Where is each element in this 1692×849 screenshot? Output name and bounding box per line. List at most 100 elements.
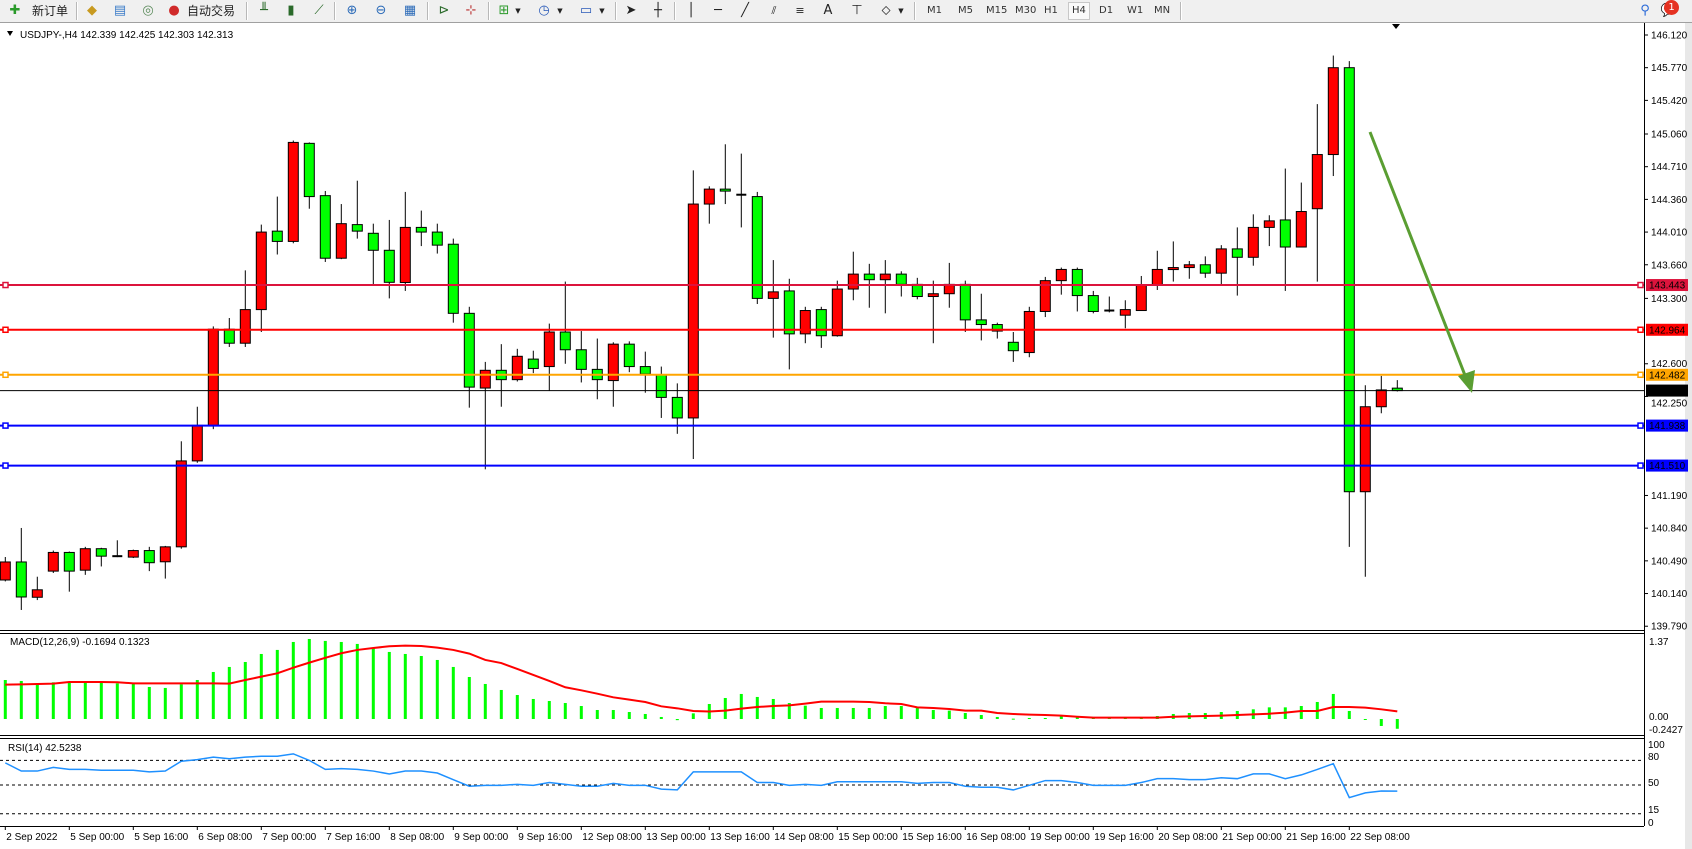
line-handle[interactable] bbox=[1637, 422, 1644, 429]
candle-body bbox=[751, 196, 763, 299]
candle bbox=[431, 223, 443, 254]
zoom-in-icon[interactable]: ⊕ bbox=[346, 3, 358, 18]
line-handle[interactable] bbox=[1637, 462, 1644, 469]
text-label-icon[interactable]: ⊤ bbox=[851, 3, 863, 18]
new-order-button[interactable]: 新订单 bbox=[31, 4, 68, 18]
data-window-icon[interactable]: ▤ bbox=[113, 3, 127, 18]
timeframe-h1[interactable]: H1 bbox=[1044, 5, 1058, 16]
trend-arrow[interactable] bbox=[1368, 131, 1470, 384]
text-tool-button[interactable]: A bbox=[823, 3, 833, 18]
price-label-bg bbox=[1646, 368, 1688, 381]
macd-histogram-bar bbox=[851, 707, 855, 719]
candle-body bbox=[63, 551, 75, 572]
horizontal-line-icon[interactable]: ─ bbox=[714, 3, 722, 18]
zoom-out-icon[interactable]: ⊖ bbox=[375, 3, 387, 18]
bar-chart-icon[interactable]: ╨ bbox=[260, 3, 268, 18]
candle-body bbox=[655, 374, 667, 398]
candle-body bbox=[783, 290, 795, 335]
line-handle[interactable] bbox=[2, 422, 9, 429]
auto-trading-button[interactable]: 自动交易 bbox=[186, 4, 235, 18]
chevron-down-icon[interactable]: ▼ bbox=[515, 7, 521, 15]
line-handle[interactable] bbox=[2, 326, 9, 334]
macd-histogram-bar bbox=[195, 679, 199, 719]
candlestick-chart-icon[interactable]: ▮ bbox=[287, 3, 295, 18]
auto-trading-icon[interactable]: ● bbox=[168, 3, 180, 18]
price-label: 141.510 bbox=[1649, 461, 1686, 472]
search-icon[interactable]: ⚲ bbox=[1640, 3, 1650, 18]
macd-histogram-bar bbox=[1027, 718, 1031, 720]
new-chart-icon[interactable]: ⊞ bbox=[498, 3, 510, 18]
chevron-down-icon[interactable]: ▼ bbox=[599, 7, 605, 15]
periods-clock-icon[interactable]: ◷ bbox=[538, 3, 550, 18]
line-chart-icon[interactable]: ⟋ bbox=[314, 3, 324, 18]
navigator-icon[interactable]: ◎ bbox=[142, 3, 154, 18]
candle-body bbox=[863, 273, 875, 281]
time-tick-label: 12 Sep 08:00 bbox=[582, 832, 642, 843]
timeframe-m1[interactable]: M1 bbox=[927, 5, 942, 16]
chevron-down-icon[interactable]: ▼ bbox=[898, 7, 904, 15]
line-handle[interactable] bbox=[1637, 281, 1644, 289]
price-label-bg bbox=[1646, 419, 1688, 432]
macd-histogram-bar bbox=[627, 712, 631, 719]
crosshair-icon[interactable]: ┼ bbox=[654, 3, 662, 18]
timeframe-m15[interactable]: M15 bbox=[986, 5, 1008, 16]
candle bbox=[0, 557, 11, 582]
line-handle[interactable] bbox=[2, 371, 9, 379]
chevron-down-icon[interactable]: ▼ bbox=[557, 7, 563, 15]
tile-windows-icon[interactable]: ▦ bbox=[403, 3, 417, 18]
timeframe-m30[interactable]: M30 bbox=[1015, 5, 1037, 16]
line-handle[interactable] bbox=[1637, 371, 1644, 379]
price-label-bg bbox=[1646, 323, 1688, 336]
line-handle[interactable] bbox=[2, 462, 9, 469]
new-order-icon[interactable]: ✚ bbox=[9, 3, 21, 18]
price-label-bg bbox=[1646, 279, 1688, 292]
trendline-icon[interactable]: ╱ bbox=[741, 3, 749, 18]
line-handle[interactable] bbox=[2, 281, 9, 289]
chart-shift-icon[interactable]: ⊹ bbox=[465, 3, 477, 18]
candle-body bbox=[1055, 268, 1067, 282]
macd-histogram-bar bbox=[259, 653, 263, 719]
arrows-icon[interactable]: ⬦ bbox=[881, 3, 891, 18]
time-axis: 2 Sep 2022 5 Sep 00:00 5 Sep 16:00 6 Sep 08… bbox=[4, 826, 1410, 843]
time-tick-label: 9 Sep 00:00 bbox=[454, 832, 508, 843]
candle-body bbox=[1231, 248, 1243, 258]
vertical-line-icon[interactable]: │ bbox=[687, 3, 695, 18]
candle-body bbox=[47, 551, 59, 572]
candle bbox=[1247, 214, 1259, 266]
candle-body bbox=[1135, 284, 1147, 312]
timeframe-d1[interactable]: D1 bbox=[1099, 5, 1114, 16]
line-handle[interactable] bbox=[1637, 326, 1644, 334]
candle bbox=[31, 576, 43, 601]
macd-histogram-bar bbox=[19, 680, 23, 719]
candle-body bbox=[223, 328, 235, 344]
timeframe-mn[interactable]: MN bbox=[1154, 5, 1171, 16]
timeframe-h4[interactable]: H4 bbox=[1068, 2, 1090, 20]
chart-shift-marker-icon[interactable] bbox=[1392, 24, 1400, 29]
timeframe-m5[interactable]: M5 bbox=[958, 5, 973, 16]
macd-histogram-bar bbox=[1379, 719, 1383, 726]
timeframe-w1[interactable]: W1 bbox=[1127, 5, 1144, 16]
fibonacci-icon[interactable]: ≡ bbox=[795, 4, 805, 17]
auto-scroll-icon[interactable]: ⊳ bbox=[438, 3, 450, 18]
candle-body bbox=[559, 331, 571, 351]
candle-body bbox=[1071, 268, 1083, 297]
candle-body bbox=[463, 312, 475, 388]
candle bbox=[1104, 296, 1115, 313]
equidistant-channel-icon[interactable]: ⫽ bbox=[771, 4, 777, 17]
macd-pane[interactable]: 1.37 0.00 -0.2427 bbox=[3, 637, 1684, 736]
time-tick-label: 19 Sep 16:00 bbox=[1094, 832, 1154, 843]
candle bbox=[1055, 267, 1067, 295]
macd-histogram-bar bbox=[147, 686, 151, 719]
macd-histogram-bar bbox=[307, 638, 311, 719]
market-watch-icon[interactable]: ◆ bbox=[87, 3, 97, 18]
cursor-icon[interactable]: ➤ bbox=[625, 3, 637, 18]
macd-histogram-bar bbox=[883, 706, 887, 719]
candle-body bbox=[543, 331, 555, 368]
macd-histogram-bar bbox=[915, 707, 919, 719]
price-label: 142.313 bbox=[1649, 386, 1686, 397]
indicators-icon[interactable]: ▭ bbox=[579, 3, 593, 18]
price-pane[interactable]: 146.120 145.770 145.420 145.060 144.710 144.3… bbox=[0, 22, 1692, 827]
collapse-triangle-icon[interactable] bbox=[7, 31, 13, 36]
